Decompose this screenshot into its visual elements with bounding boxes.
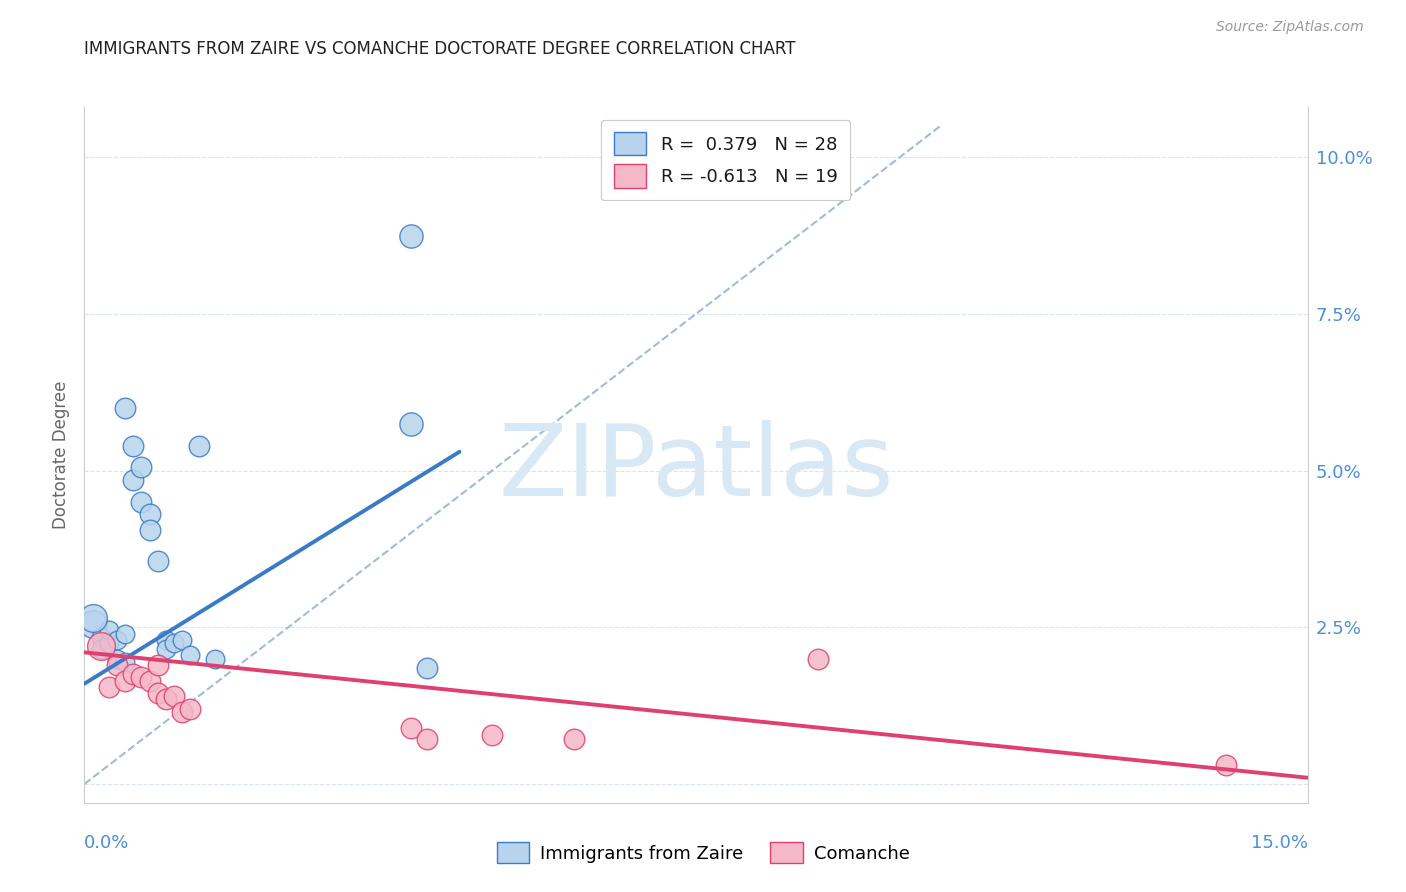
Point xyxy=(138,523,160,537)
Point xyxy=(105,632,128,647)
Point xyxy=(172,705,194,719)
Point xyxy=(97,624,120,638)
Point xyxy=(146,686,169,700)
Point xyxy=(399,417,422,431)
Point xyxy=(122,473,145,487)
Point xyxy=(155,642,177,657)
Point xyxy=(416,731,439,746)
Point xyxy=(179,648,201,663)
Point xyxy=(562,731,585,746)
Point xyxy=(172,632,194,647)
Point xyxy=(82,617,104,632)
Point xyxy=(138,673,160,688)
Point xyxy=(114,655,136,669)
Legend: Immigrants from Zaire, Comanche: Immigrants from Zaire, Comanche xyxy=(488,833,918,872)
Point xyxy=(122,438,145,452)
Point xyxy=(131,670,153,684)
Legend: R =  0.379   N = 28, R = -0.613   N = 19: R = 0.379 N = 28, R = -0.613 N = 19 xyxy=(600,120,851,201)
Text: 0.0%: 0.0% xyxy=(84,834,129,852)
Point xyxy=(179,702,201,716)
Point xyxy=(97,680,120,694)
Point xyxy=(114,401,136,415)
Point xyxy=(399,228,422,243)
Point xyxy=(481,728,503,742)
Point xyxy=(90,642,112,657)
Point xyxy=(90,630,112,644)
Text: IMMIGRANTS FROM ZAIRE VS COMANCHE DOCTORATE DEGREE CORRELATION CHART: IMMIGRANTS FROM ZAIRE VS COMANCHE DOCTOR… xyxy=(84,40,796,58)
Point xyxy=(1215,758,1237,772)
Text: 15.0%: 15.0% xyxy=(1250,834,1308,852)
Point xyxy=(114,673,136,688)
Text: Source: ZipAtlas.com: Source: ZipAtlas.com xyxy=(1216,20,1364,34)
Point xyxy=(163,690,186,704)
Point xyxy=(105,657,128,672)
Point xyxy=(155,632,177,647)
Point xyxy=(204,651,226,665)
Y-axis label: Doctorate Degree: Doctorate Degree xyxy=(52,381,70,529)
Point xyxy=(90,639,112,653)
Point xyxy=(114,626,136,640)
Point xyxy=(399,721,422,735)
Point xyxy=(416,661,439,675)
Point xyxy=(146,554,169,568)
Point xyxy=(187,438,209,452)
Point xyxy=(155,692,177,706)
Point xyxy=(97,636,120,650)
Point xyxy=(122,667,145,681)
Point xyxy=(131,495,153,509)
Text: ZIPatlas: ZIPatlas xyxy=(498,420,894,517)
Point xyxy=(131,460,153,475)
Point xyxy=(138,508,160,522)
Point xyxy=(82,611,104,625)
Point xyxy=(105,651,128,665)
Point xyxy=(146,657,169,672)
Point xyxy=(807,651,830,665)
Point xyxy=(163,636,186,650)
